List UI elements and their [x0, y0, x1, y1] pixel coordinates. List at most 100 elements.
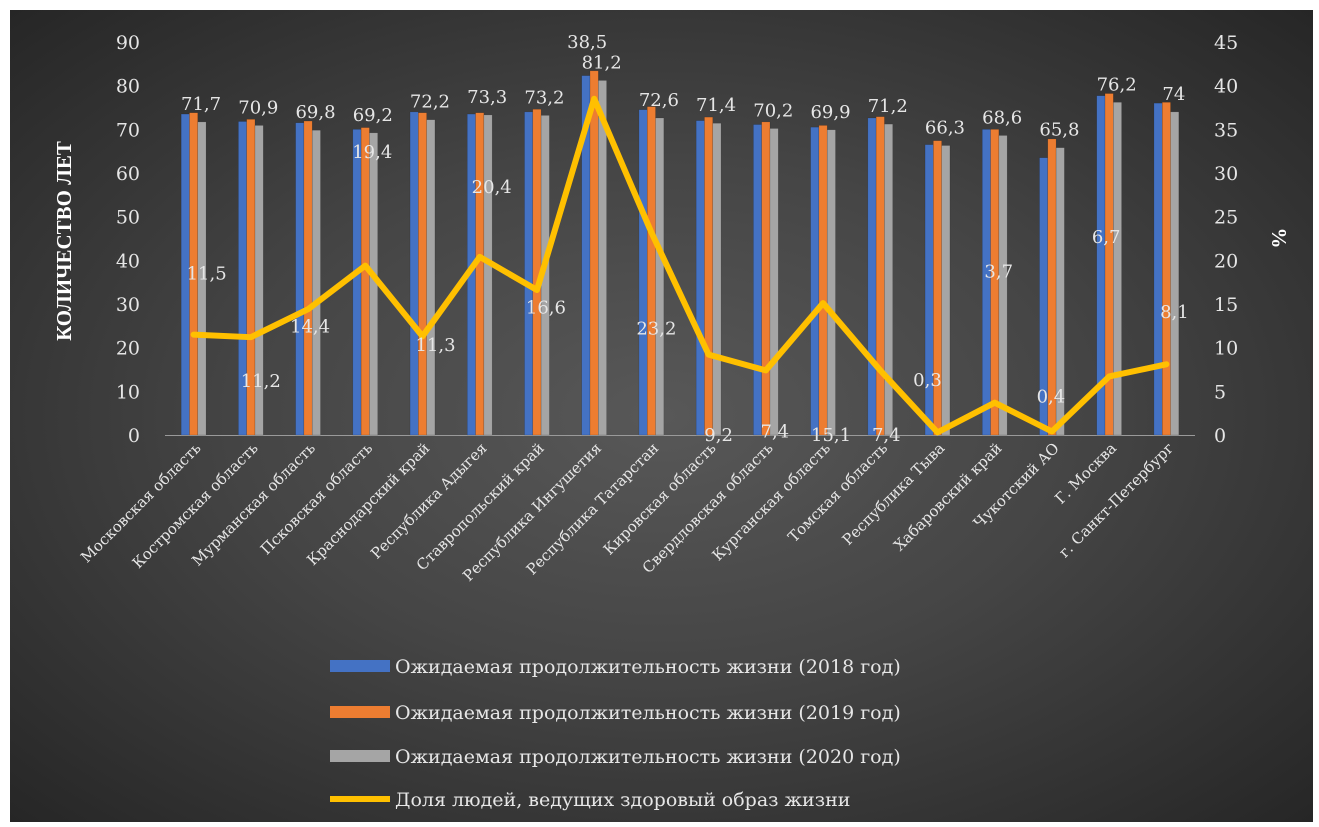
bar — [311, 129, 321, 436]
bar — [1161, 102, 1171, 436]
legend-label: Доля людей, ведущих здоровый образ жизни — [395, 789, 850, 811]
bar — [638, 109, 648, 436]
bar — [1170, 111, 1180, 436]
bar — [884, 123, 893, 436]
line-data-label: 14,4 — [290, 317, 330, 338]
category-label: Псковская область — [257, 439, 376, 558]
line-data-label: 16,6 — [526, 297, 566, 318]
line-data-label: 7,4 — [761, 422, 790, 443]
bar — [295, 122, 305, 436]
bar — [998, 135, 1008, 436]
line-data-label: 9,2 — [704, 425, 733, 446]
bar — [483, 114, 493, 436]
bar — [867, 117, 877, 436]
bar — [924, 144, 934, 436]
bar-data-label: 72,2 — [410, 92, 450, 113]
bar — [818, 125, 828, 436]
right-axis-title: % — [1267, 228, 1291, 249]
category-label: Кировская область — [600, 439, 720, 559]
line-data-label: 38,5 — [567, 32, 607, 53]
bar — [704, 116, 714, 436]
bar-data-label: 69,2 — [353, 105, 393, 126]
bar-data-label: 71,4 — [696, 95, 736, 116]
legend-swatch — [330, 750, 390, 762]
bar-data-label: 66,3 — [925, 117, 965, 138]
bar — [1055, 147, 1065, 436]
bar-data-label: 73,2 — [524, 87, 564, 108]
left-axis-tick-label: 20 — [116, 338, 140, 360]
right-axis-tick-label: 45 — [1214, 32, 1238, 54]
bar — [875, 116, 885, 436]
legend-label: Ожидаемая продолжительность жизни (2020 … — [395, 746, 901, 768]
line-data-label: 20,4 — [472, 177, 512, 198]
left-axis-tick-label: 0 — [128, 425, 140, 447]
bar — [695, 120, 705, 436]
legend-label: Ожидаемая продолжительность жизни (2018 … — [395, 656, 901, 678]
left-axis-tick-label: 60 — [116, 163, 140, 185]
bar-data-label: 70,9 — [238, 97, 278, 118]
line-series — [190, 95, 1170, 436]
bar — [475, 112, 485, 436]
bar-data-label: 71,7 — [181, 94, 221, 115]
bar-data-label: 69,9 — [810, 102, 850, 123]
right-axis-tick-label: 40 — [1214, 76, 1238, 98]
line-data-label: 3,7 — [984, 262, 1013, 283]
line-data-label: 15,1 — [811, 425, 851, 446]
category-label: Томская область — [784, 439, 891, 546]
bar-data-label: 81,2 — [582, 52, 622, 73]
bar-data-label: 65,8 — [1039, 120, 1079, 141]
line-data-label: 11,3 — [415, 335, 455, 356]
line-data-label: 7,4 — [872, 425, 901, 446]
category-label: Хабаровский край — [890, 439, 1005, 554]
bar — [254, 125, 264, 436]
bar — [598, 80, 607, 436]
category-label: г. Санкт-Петербург — [1055, 439, 1177, 561]
bar — [761, 121, 771, 436]
category-label: Республика Тыва — [839, 439, 949, 549]
left-axis-tick-label: 40 — [116, 250, 140, 272]
bar-data-label: 74 — [1162, 84, 1185, 105]
legend-label: Ожидаемая продолжительность жизни (2019 … — [395, 702, 901, 724]
left-axis-tick-label: 80 — [116, 76, 140, 98]
bar — [655, 117, 665, 436]
bar — [360, 127, 370, 436]
right-axis-tick-label: 30 — [1214, 163, 1238, 185]
bar-data-label: 73,3 — [467, 87, 507, 108]
right-axis-tick-label: 5 — [1214, 381, 1226, 403]
right-axis-tick-label: 25 — [1214, 207, 1238, 229]
bar — [426, 119, 436, 436]
legend-swatch — [330, 706, 390, 718]
bar — [810, 126, 820, 436]
legend-swatch — [330, 660, 390, 672]
line-data-label: 8,1 — [1160, 302, 1189, 323]
line-data-label: 0,3 — [913, 370, 942, 391]
bar-data-label: 72,6 — [639, 90, 679, 111]
bar — [769, 128, 779, 436]
bar-data-label: 69,8 — [295, 102, 335, 123]
bar — [418, 112, 427, 436]
left-axis-tick-label: 10 — [116, 381, 140, 403]
bar — [352, 129, 362, 436]
line-data-label: 19,4 — [352, 142, 392, 163]
left-axis-tick-label: 50 — [116, 207, 140, 229]
left-axis-tick-label: 30 — [116, 294, 140, 316]
bar-data-label: 71,2 — [868, 96, 908, 117]
bar — [1113, 102, 1122, 436]
bar — [712, 122, 722, 436]
bar-data-label: 68,6 — [982, 107, 1022, 128]
bar — [303, 120, 313, 436]
bar — [753, 124, 762, 436]
bar — [1153, 102, 1163, 436]
left-axis-tick-label: 70 — [116, 119, 140, 141]
bar — [197, 121, 207, 436]
right-axis-tick-label: 15 — [1214, 294, 1238, 316]
right-axis-tick-label: 35 — [1214, 119, 1238, 141]
bar-data-label: 76,2 — [1097, 74, 1137, 95]
bar — [524, 111, 534, 436]
bar — [941, 145, 951, 436]
bar-data-label: 70,2 — [753, 100, 793, 121]
line-data-label: 11,5 — [187, 263, 227, 284]
line-data-label: 0,4 — [1037, 387, 1066, 408]
bar — [409, 111, 419, 436]
